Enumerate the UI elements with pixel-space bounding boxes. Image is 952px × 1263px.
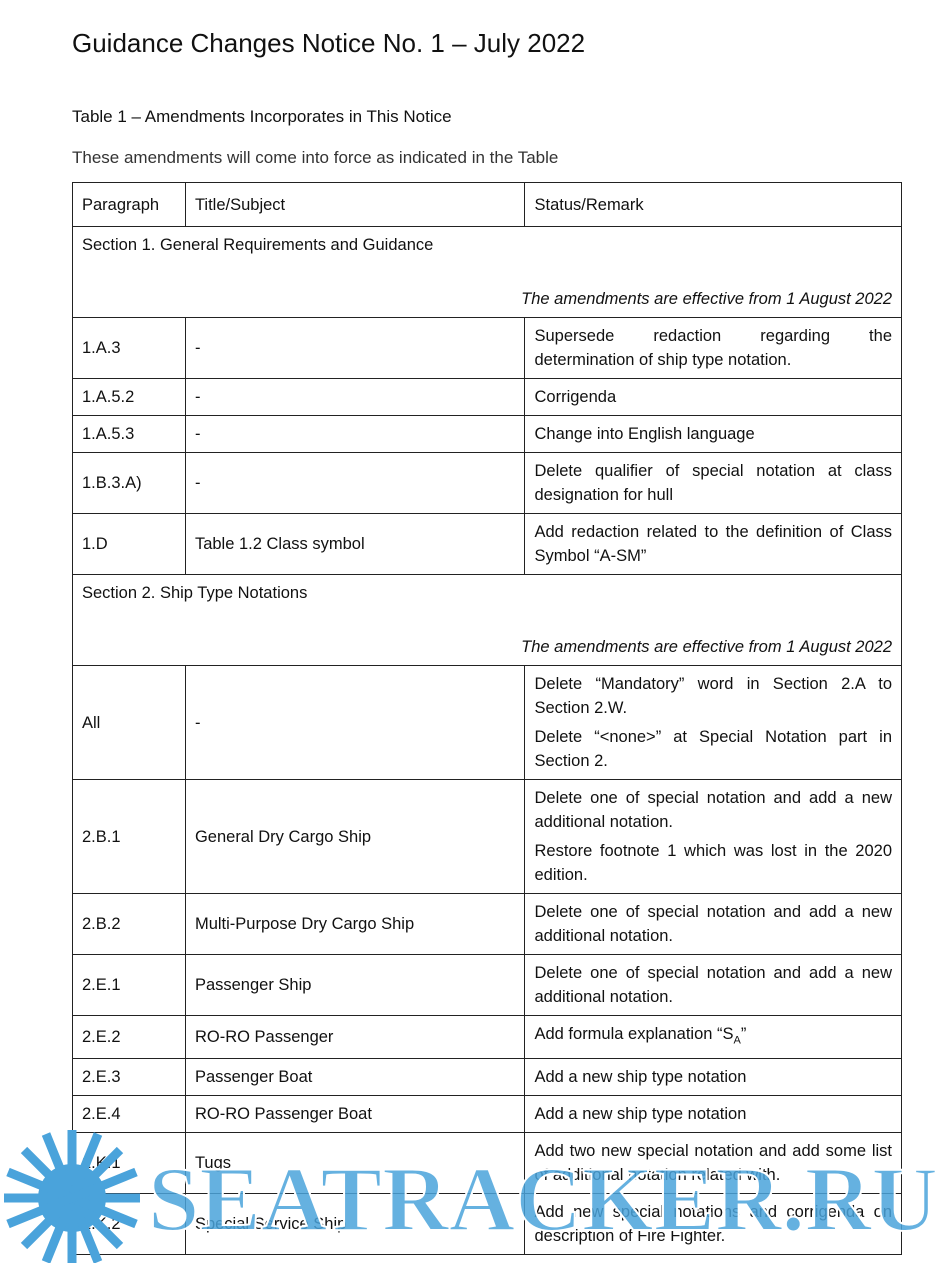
table-caption: Table 1 – Amendments Incorporates in Thi… [72, 107, 452, 126]
subscript: A [733, 1034, 741, 1047]
table-row: 2.E.3 Passenger Boat Add a new ship type n… [72, 1058, 902, 1097]
table-row: 1.B.3.A) - Delete qualifier of special not… [72, 452, 902, 514]
remark-text: Delete qualifier of special notation at … [534, 462, 892, 504]
effective-note: The amendments are effective from 1 Augu… [521, 290, 892, 308]
remark-cell: Add formula explanation “SA” [524, 1014, 902, 1060]
remark-text: Add formula explanation “SA” [534, 1022, 892, 1052]
paragraph-cell: 2.E.4 [72, 1095, 186, 1134]
remark-cell: Delete “Mandatory” word in Section 2.A t… [524, 665, 902, 780]
remark-cell: Add redaction related to the definition … [524, 513, 902, 575]
subject-cell: Passenger Ship [184, 954, 526, 1016]
subject-cell: - [184, 378, 526, 416]
remark-text: Supersede redaction regarding the determ… [534, 327, 892, 369]
remark-text: Restore footnote 1 which was lost in the… [534, 842, 892, 884]
remark-cell: Supersede redaction regarding the determ… [524, 317, 902, 379]
subject-cell: General Dry Cargo Ship [184, 779, 526, 894]
remark-text: Delete one of special notation and add a… [534, 964, 892, 1006]
remark-text: Add redaction related to the definition … [534, 523, 892, 565]
column-header: Status/Remark [524, 182, 902, 227]
table-row: 2.E.2 RO-RO Passenger Add formula explanat… [72, 1014, 902, 1060]
table-row: 2.E.1 Passenger Ship Delete one of special… [72, 954, 902, 1016]
effective-note: The amendments are effective from 1 Augu… [521, 638, 892, 656]
paragraph-cell: 1.D [72, 513, 186, 575]
subject-cell: - [184, 665, 526, 780]
section-title: Section 2. Ship Type Notations [82, 584, 308, 602]
remark-cell: Change into English language [524, 415, 902, 453]
subject-cell: Multi-Purpose Dry Cargo Ship [184, 893, 526, 955]
watermark: SEATRACKER.RU [4, 1130, 939, 1263]
remark-cell: Delete qualifier of special notation at … [524, 452, 902, 514]
subject-cell: - [184, 452, 526, 514]
remark-text: Add formula explanation “S [534, 1025, 734, 1043]
table-row: 1.A.5.2- Corrigenda [72, 378, 902, 416]
table-row: 2.E.4 RO-RO Passenger Boat Add a new ship … [72, 1095, 902, 1134]
table-row: 1.A.3- Supersede redaction regarding the … [72, 317, 902, 379]
paragraph-cell: 1.A.5.3 [72, 415, 186, 453]
subject-cell: - [184, 415, 526, 453]
paragraph-cell: 1.B.3.A) [72, 452, 186, 514]
subject-cell: RO-RO Passenger Boat [184, 1095, 526, 1134]
table-row: 2.B.2 Multi-Purpose Dry Cargo Ship Delete … [72, 893, 902, 955]
remark-text: Delete “<none>” at Special Notation part… [534, 728, 892, 770]
column-header: Title/Subject [184, 182, 526, 227]
table-row: 1.A.5.3- Change into English language [72, 415, 902, 453]
paragraph-cell: 2.B.2 [72, 893, 186, 955]
paragraph-cell: 2.E.2 [72, 1014, 186, 1060]
remark-text: Corrigenda [534, 388, 617, 406]
section-cell: Section 1. General Requirements and Guid… [72, 226, 902, 318]
intro: These amendments will come into force as… [72, 148, 559, 167]
remark-cell: Add new special notations and corrigenda… [524, 1193, 902, 1256]
sun-icon [4, 1130, 140, 1263]
table-row: 2.B.1 General Dry Cargo Ship Delete one of… [72, 779, 902, 894]
title: Guidance Changes Notice No. 1 – July 202… [72, 28, 586, 58]
section-title: Section 1. General Requirements and Guid… [82, 236, 434, 254]
remark-cell: Corrigenda [524, 378, 902, 416]
column-header: Paragraph [72, 182, 186, 227]
remark-cell: Delete one of special notation and add a… [524, 954, 902, 1016]
remark-text: ” [740, 1025, 747, 1043]
remark-cell: Add a new ship type notation [524, 1058, 902, 1097]
amendments-table: Paragraph Title/Subject Status/Remark Secti… [72, 182, 902, 1256]
remark-text: Change into English language [534, 425, 755, 443]
remark-text: Add new special notations and corrigenda… [534, 1203, 892, 1246]
remark-text: Delete “Mandatory” word in Section 2.A t… [534, 675, 892, 717]
header-row: Paragraph Title/Subject Status/Remark [72, 182, 902, 227]
paragraph-cell: 1.A.3 [72, 317, 186, 379]
subject-cell: Table 1.2 Class symbol [184, 513, 526, 575]
remark-cell: Add two new special notation and add som… [524, 1132, 902, 1195]
section-cell: Section 2. Ship Type Notations The amendm… [72, 574, 902, 666]
remark-cell: Delete one of special notation and add a… [524, 779, 902, 894]
paragraph-cell: 2.E.3 [72, 1058, 186, 1097]
section-row: Section 1. General Requirements and Guid… [72, 226, 902, 318]
subject-cell: Passenger Boat [184, 1058, 526, 1097]
remark-text: Add two new special notation and add som… [534, 1142, 892, 1185]
subject-cell: - [184, 317, 526, 379]
paragraph-cell: 2.B.1 [72, 779, 186, 894]
table-row: All - Delete “Mandatory” word in Section 2… [72, 665, 902, 780]
section-row: Section 2. Ship Type Notations The amendm… [72, 574, 902, 666]
table-row: 1.D Table 1.2 Class symbol Add redaction r… [72, 513, 902, 575]
paragraph-cell: All [72, 665, 186, 780]
remark-text: Add a new ship type notation [534, 1105, 747, 1124]
subject-cell: RO-RO Passenger [184, 1014, 526, 1060]
remark-cell: Delete one of special notation and add a… [524, 893, 902, 955]
remark-text: Add a new ship type notation [534, 1068, 747, 1087]
remark-text: Delete one of special notation and add a… [534, 903, 892, 945]
paragraph-cell: 1.A.5.2 [72, 378, 186, 416]
remark-text: Delete one of special notation and add a… [534, 789, 892, 831]
watermark-text: SEATRACKER.RU [148, 1148, 938, 1250]
paragraph-cell: 2.E.1 [72, 954, 186, 1016]
subject-cell: Special Service Ship [184, 1193, 526, 1256]
